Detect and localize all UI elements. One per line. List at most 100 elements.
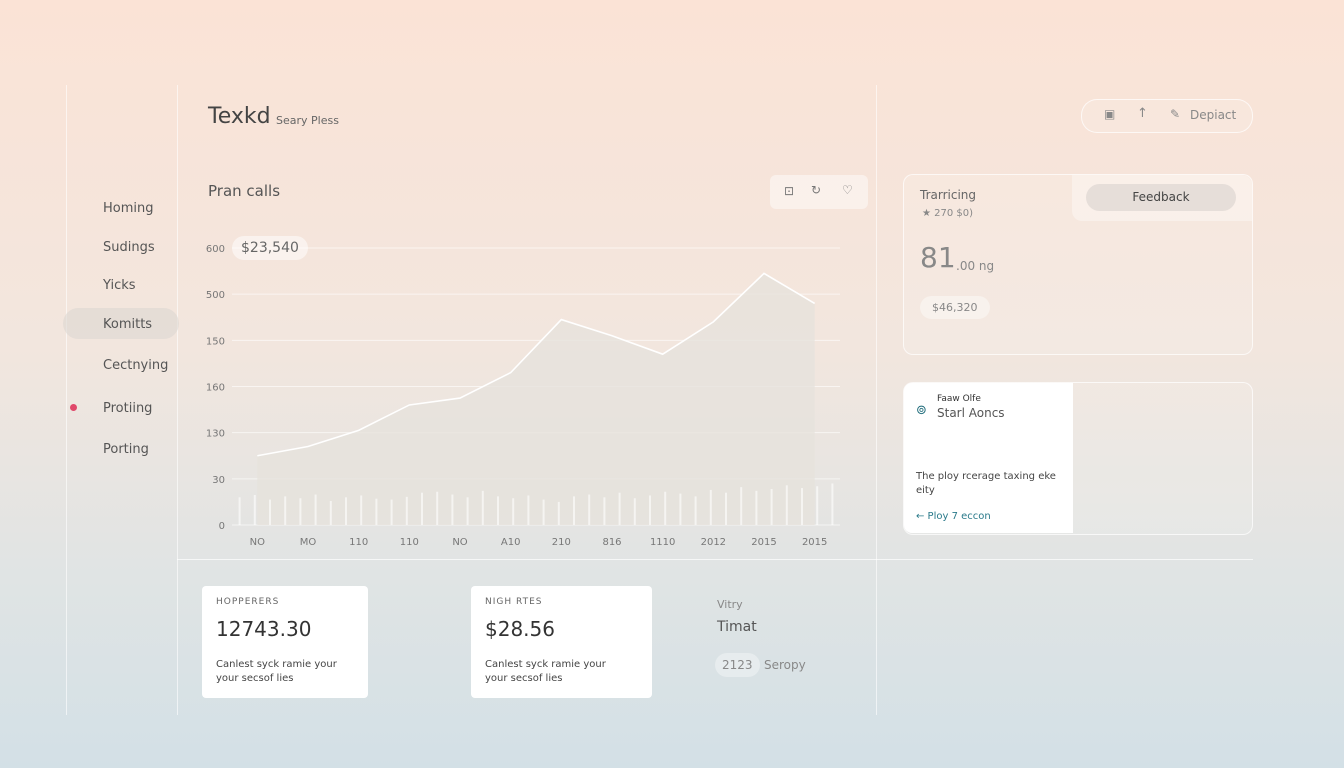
- stat-title: Timat: [717, 619, 757, 635]
- y-axis-label: 600: [206, 244, 225, 255]
- promo-card: ⊚ Faaw Olfe Starl Aoncs The ploy rcerage…: [904, 383, 1073, 533]
- volume-bar: [375, 498, 378, 525]
- volume-bar: [649, 495, 651, 525]
- toolbar: ▣ ↑ ✎ Depiact: [1081, 99, 1253, 133]
- x-tick-label: 110: [349, 537, 368, 548]
- y-axis-label: 160: [206, 383, 225, 394]
- volume-bar: [299, 498, 302, 525]
- volume-bar: [633, 498, 636, 525]
- area: [257, 273, 815, 525]
- volume-bar: [603, 497, 606, 525]
- x-tick-label: 1110: [650, 537, 675, 548]
- icon[interactable]: ⊡: [784, 184, 795, 198]
- volume-bar: [345, 497, 347, 525]
- nav-item[interactable]: Cectnying: [103, 358, 169, 373]
- nav-active: [63, 308, 179, 339]
- panel-title: Pran calls: [208, 182, 281, 200]
- card-meta: ★ 270 $0): [922, 208, 974, 219]
- promo-text: The ploy rcerage taxing eke eity: [916, 471, 1056, 496]
- stat-card: NIGH RTES $28.56 Canlest syck ramie your y…: [471, 586, 652, 698]
- card-badge: $46,320: [920, 296, 990, 319]
- y-axis-label: 130: [206, 429, 225, 440]
- stat-value: 12743.30: [216, 617, 312, 641]
- x-tick-label: 2012: [701, 537, 726, 548]
- volume-bar: [573, 496, 575, 525]
- divider: [177, 85, 178, 715]
- volume-bar: [436, 491, 439, 525]
- volume-bar: [497, 496, 499, 525]
- nav-item[interactable]: Porting: [103, 442, 149, 457]
- volume-bar: [284, 496, 287, 525]
- volume-bar: [451, 494, 454, 525]
- stat-value: $28.56: [485, 617, 555, 641]
- volume-bar: [664, 491, 667, 525]
- volume-bar: [618, 492, 621, 525]
- nav-item[interactable]: Homing: [103, 201, 154, 216]
- volume-bar: [390, 499, 393, 525]
- stat-text: Canlest syck ramie your your secsof lies: [216, 659, 337, 684]
- icon[interactable]: ↻: [811, 183, 822, 197]
- volume-bar: [770, 488, 773, 525]
- stat-badge: 2123: [715, 653, 760, 677]
- x-tick-label: NO: [250, 537, 265, 548]
- nav-indicator: [70, 404, 77, 411]
- volume-bar: [755, 490, 758, 525]
- nav-item[interactable]: Sudings: [103, 240, 155, 255]
- card-value: 81: [920, 241, 956, 274]
- volume-bar: [801, 488, 803, 525]
- volume-bar: [405, 496, 408, 525]
- volume-bar: [588, 494, 591, 525]
- icon[interactable]: ♡: [842, 183, 853, 197]
- x-tick-label: 110: [400, 537, 419, 548]
- nav-item[interactable]: Komitts: [103, 317, 153, 332]
- stat-label: HOPPERERS: [216, 597, 280, 607]
- divider: [177, 559, 1253, 560]
- volume-bar: [253, 494, 256, 525]
- toolbar-action[interactable]: Depiact: [1190, 108, 1237, 122]
- card-title: Trarricing: [920, 188, 976, 202]
- volume-bar: [314, 494, 317, 525]
- divider: [66, 85, 67, 715]
- nav-item[interactable]: Protiing: [103, 401, 153, 416]
- icon[interactable]: ↑: [1137, 106, 1148, 121]
- volume-bar: [329, 500, 332, 525]
- y-axis-label: 30: [212, 475, 225, 486]
- line: [257, 272, 816, 457]
- nav-item[interactable]: Yicks: [103, 278, 136, 293]
- stat-note: Seropy: [764, 658, 806, 672]
- x-tick-label: 210: [552, 537, 571, 548]
- volume-bar: [238, 497, 241, 525]
- x-tick-label: NO: [452, 537, 467, 548]
- volume-bar: [421, 492, 423, 525]
- card-unit: .00 ng: [956, 259, 995, 273]
- pricing-card: Feedback Trarricing ★ 270 $0) 81 .00 ng …: [903, 174, 1253, 355]
- volume-bar: [694, 496, 697, 525]
- stat-label: Vitry: [717, 598, 743, 611]
- x-tick-label: 816: [602, 537, 621, 548]
- icon[interactable]: ▣: [1104, 107, 1116, 121]
- promo-title: Starl Aoncs: [937, 406, 1005, 420]
- y-axis-label: 150: [206, 336, 225, 347]
- chart-badge: $23,540: [232, 236, 308, 260]
- app-subtitle: Seary Pless: [276, 114, 339, 127]
- x-tick-label: 2015: [751, 537, 776, 548]
- volume-bar: [269, 499, 271, 525]
- x-tick-label: A10: [501, 537, 521, 548]
- volume-bar: [785, 485, 788, 525]
- volume-bar: [481, 490, 484, 525]
- y-axis-label: 500: [206, 290, 225, 301]
- volume-bar: [831, 483, 834, 525]
- stat-text: Canlest syck ramie your your secsof lies: [485, 659, 606, 684]
- volume-bar: [725, 492, 727, 525]
- stat-card: HOPPERERS 12743.30 Canlest syck ramie your…: [202, 586, 368, 698]
- button[interactable]: Feedback: [1086, 184, 1236, 211]
- promo-link[interactable]: ← Ploy 7 eccon: [916, 511, 991, 522]
- volume-bar: [512, 498, 515, 525]
- promo-label: Faaw Olfe: [937, 394, 981, 404]
- x-tick-label: 2015: [802, 537, 827, 548]
- volume-bar: [740, 487, 743, 525]
- icon[interactable]: ✎: [1170, 107, 1181, 121]
- volume-bar: [816, 486, 819, 525]
